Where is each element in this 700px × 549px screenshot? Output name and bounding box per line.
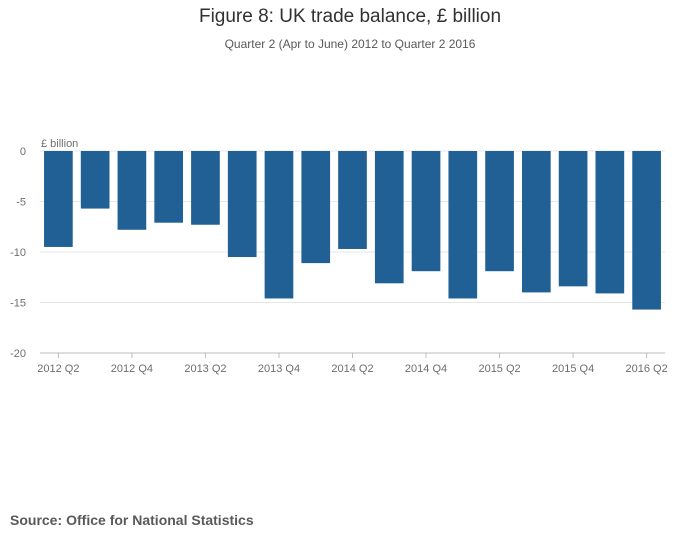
bar-2014-q3 bbox=[374, 151, 404, 284]
x-tick-label: 2012 Q4 bbox=[111, 363, 153, 375]
bar-2016-q1 bbox=[595, 151, 625, 294]
source-label: Source: bbox=[10, 512, 63, 528]
x-tick-label: 2013 Q4 bbox=[258, 363, 300, 375]
bar-2012-q2 bbox=[44, 151, 73, 247]
bar-2013-q3 bbox=[227, 151, 257, 258]
bar-2012-q3 bbox=[80, 151, 110, 209]
x-tick-label: 2014 Q4 bbox=[405, 363, 447, 375]
chart-subtitle: Quarter 2 (Apr to June) 2012 to Quarter … bbox=[224, 37, 476, 51]
y-axis-unit-label: £ billion bbox=[41, 138, 78, 150]
x-tick-label: 2016 Q2 bbox=[626, 363, 668, 375]
y-tick-label: -20 bbox=[10, 348, 26, 360]
y-tick-label: -15 bbox=[10, 298, 26, 310]
y-tick-label: -10 bbox=[10, 247, 26, 259]
x-tick-label: 2015 Q4 bbox=[552, 363, 594, 375]
x-tick-label: 2012 Q2 bbox=[37, 363, 79, 375]
bar-2015-q4 bbox=[558, 151, 588, 287]
bar-2015-q2 bbox=[485, 151, 514, 272]
y-tick-label: 0 bbox=[20, 146, 26, 158]
bar-2013-q2 bbox=[191, 151, 220, 225]
bar-2014-q2 bbox=[338, 151, 367, 249]
bar-2013-q4 bbox=[264, 151, 294, 299]
x-tick-label: 2013 Q2 bbox=[184, 363, 226, 375]
bar-2014-q4 bbox=[411, 151, 441, 272]
x-tick-label: 2015 Q2 bbox=[478, 363, 520, 375]
bar-2015-q1 bbox=[448, 151, 478, 299]
y-tick-label: -5 bbox=[16, 197, 26, 209]
bar-2016-q2 bbox=[632, 151, 661, 310]
x-tick-label: 2014 Q2 bbox=[331, 363, 373, 375]
bar-2015-q3 bbox=[521, 151, 551, 293]
chart-title: Figure 8: UK trade balance, £ billion bbox=[198, 6, 502, 27]
bar-2012-q4 bbox=[117, 151, 147, 230]
source-note: Source: Office for National Statistics bbox=[10, 512, 254, 528]
source-text: Office for National Statistics bbox=[66, 512, 254, 528]
axes: 0 -5 -10 -15 -20 2012 Q2 2012 Q4 2013 Q2 2013 Q4… bbox=[10, 146, 668, 375]
bars bbox=[44, 151, 661, 310]
bar-2014-q1 bbox=[301, 151, 331, 264]
bar-2013-q1 bbox=[154, 151, 184, 223]
